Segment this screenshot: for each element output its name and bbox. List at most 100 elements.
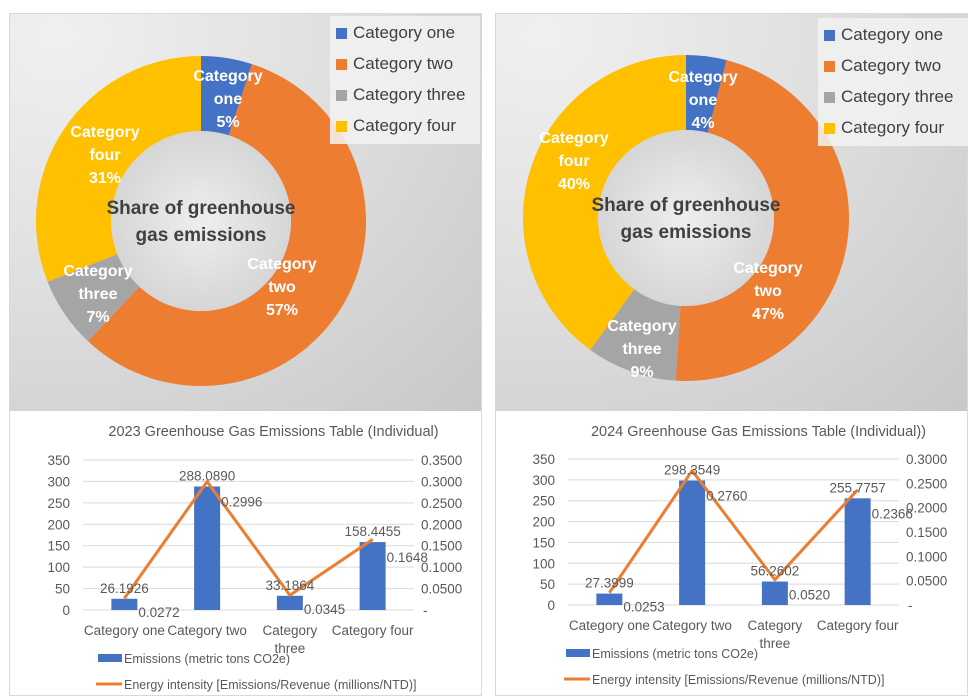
y-axis-tick-label: 150 bbox=[47, 539, 70, 554]
legend-swatch bbox=[824, 60, 835, 72]
line-data-label-category-one: 0.0272 bbox=[138, 605, 179, 620]
line-data-label-category-two: 0.2996 bbox=[221, 495, 262, 510]
donut-data-label-category-one: one bbox=[214, 91, 243, 108]
x-axis-category-label: Category bbox=[262, 623, 317, 638]
donut-data-label-category-one: one bbox=[689, 92, 718, 109]
y2-axis-tick-label: 0.0500 bbox=[906, 574, 947, 589]
donut-chart-2024: Category one 4% Category two 47% Category three… bbox=[523, 55, 849, 381]
legend-label-energy-intensity: Energy intensity [Emissions/Revenue (mil… bbox=[592, 673, 884, 687]
donut-data-label-category-three: Category bbox=[63, 263, 132, 280]
y2-axis-tick-label: 0.3500 bbox=[421, 453, 462, 468]
donut-slice-category-three bbox=[47, 254, 140, 342]
bar-category-two bbox=[679, 480, 706, 605]
y-axis-tick-label: 300 bbox=[47, 474, 70, 489]
donut-slice-category-one bbox=[686, 55, 727, 133]
bar-category-three bbox=[761, 581, 788, 605]
donut-data-label-category-four: Category bbox=[539, 130, 608, 147]
panel-2024: Category one 4% Category two 47% Category three… bbox=[495, 13, 968, 696]
donut-data-label-category-one: 4% bbox=[691, 115, 714, 132]
legend-label: Category three bbox=[841, 87, 954, 106]
y-axis-tick-label: 200 bbox=[47, 517, 70, 532]
x-axis-category-label: Category bbox=[747, 618, 802, 633]
y2-axis-tick-label: - bbox=[423, 603, 428, 618]
legend-label-energy-intensity: Energy intensity [Emissions/Revenue (mil… bbox=[124, 678, 416, 692]
legend-label: Category two bbox=[353, 54, 454, 73]
y2-axis-tick-label: 0.1500 bbox=[906, 525, 947, 540]
bar-data-label-category-three: 56.2602 bbox=[750, 564, 799, 579]
donut-data-label-category-four: Category bbox=[70, 124, 139, 141]
line-data-label-category-three: 0.0520 bbox=[789, 588, 830, 603]
y2-axis-tick-label: - bbox=[908, 598, 913, 613]
legend-item-category-four: Category four bbox=[824, 117, 944, 139]
donut-data-label-category-two: two bbox=[268, 279, 296, 296]
chart-title: 2023 Greenhouse Gas Emissions Table (Ind… bbox=[108, 424, 438, 440]
donut-hole bbox=[598, 130, 774, 306]
bar-category-four bbox=[359, 542, 386, 610]
donut-data-label-category-four: 31% bbox=[89, 170, 121, 187]
donut-slice-category-one bbox=[201, 56, 252, 136]
line-data-label-category-four: 0.2366 bbox=[872, 506, 913, 521]
legend-swatch bbox=[336, 27, 347, 39]
legend-item-category-two: Category two bbox=[336, 53, 453, 75]
legend-label: Category two bbox=[841, 56, 942, 75]
y2-axis-tick-label: 0.3000 bbox=[421, 474, 462, 489]
x-axis-category-label: Category two bbox=[652, 618, 732, 633]
bar-category-one bbox=[596, 593, 623, 605]
legend-swatch bbox=[336, 89, 347, 101]
y2-axis-tick-label: 0.2000 bbox=[906, 501, 947, 516]
y-axis-tick-label: 350 bbox=[47, 453, 70, 468]
panel-2023: Category one 5% Category two 57% Category three… bbox=[9, 13, 482, 696]
y-axis-tick-label: 100 bbox=[47, 560, 70, 575]
y-axis-tick-label: 100 bbox=[532, 556, 555, 571]
donut-data-label-category-four: four bbox=[558, 153, 589, 170]
y2-axis-tick-label: 0.1000 bbox=[906, 549, 947, 564]
legend-label: Category four bbox=[841, 118, 944, 137]
combo-chart-2023: 2023 Greenhouse Gas Emissions Table (Ind… bbox=[47, 424, 462, 692]
bar-category-three bbox=[276, 595, 303, 610]
donut-legend-2023: Category one Category two Category three… bbox=[330, 16, 480, 144]
legend-label: Category one bbox=[841, 25, 944, 44]
donut-hole bbox=[111, 131, 291, 311]
bar-data-label-category-four: 255.7757 bbox=[829, 480, 885, 495]
y-axis-tick-label: 200 bbox=[532, 515, 555, 530]
y2-axis-tick-label: 0.2000 bbox=[421, 517, 462, 532]
donut-slice-category-three bbox=[590, 289, 681, 381]
donut-slice-category-four bbox=[35, 56, 201, 282]
y-axis-tick-label: 50 bbox=[55, 582, 70, 597]
x-axis-category-label: three bbox=[274, 641, 305, 656]
bar-data-label-category-one: 27.3999 bbox=[585, 576, 634, 591]
y2-axis-tick-label: 0.2500 bbox=[906, 476, 947, 491]
line-series-energy-intensity bbox=[608, 469, 859, 594]
legend-label: Category four bbox=[353, 116, 456, 135]
legend-label-emissions: Emissions (metric tons CO2e) bbox=[124, 652, 290, 666]
legend-item-category-two: Category two bbox=[824, 55, 941, 77]
donut-chart-area-2024: Category one 4% Category two 47% Category three… bbox=[496, 14, 968, 411]
donut-data-label-category-two: 57% bbox=[266, 302, 298, 319]
donut-data-label-category-two: Category bbox=[247, 256, 316, 273]
bar-category-four bbox=[844, 498, 871, 605]
y2-axis-tick-label: 0.3000 bbox=[906, 452, 947, 467]
donut-center-title: Share of greenhouse bbox=[107, 198, 296, 219]
donut-chart-area-2023: Category one 5% Category two 57% Category three… bbox=[10, 14, 481, 411]
donut-data-label-category-two: 47% bbox=[752, 306, 784, 323]
y-axis-tick-label: 150 bbox=[532, 535, 555, 550]
legend-swatch bbox=[824, 91, 835, 103]
donut-slice-category-two bbox=[675, 60, 849, 381]
x-axis-category-label: Category four bbox=[332, 623, 414, 638]
donut-slice-category-two bbox=[88, 64, 367, 387]
bar-data-label-category-three: 33.1864 bbox=[265, 578, 314, 593]
line-data-label-category-four: 0.1648 bbox=[387, 550, 428, 565]
y-axis-tick-label: 0 bbox=[62, 603, 70, 618]
donut-center-title: Share of greenhouse bbox=[592, 195, 781, 216]
donut-data-label-category-two: Category bbox=[733, 260, 802, 277]
legend-label: Category three bbox=[353, 85, 466, 104]
combo-chart-2024: 2024 Greenhouse Gas Emissions Table (Ind… bbox=[532, 424, 947, 687]
legend-swatch bbox=[824, 122, 835, 134]
line-data-label-category-one: 0.0253 bbox=[623, 600, 664, 615]
y2-axis-tick-label: 0.1000 bbox=[421, 560, 462, 575]
donut-data-label-category-four: four bbox=[89, 147, 120, 164]
line-series-energy-intensity bbox=[123, 480, 374, 600]
legend-item-category-three: Category three bbox=[824, 86, 953, 108]
donut-data-label-category-one: 5% bbox=[216, 114, 239, 131]
donut-chart-2023: Category one 5% Category two 57% Category three… bbox=[35, 56, 367, 387]
